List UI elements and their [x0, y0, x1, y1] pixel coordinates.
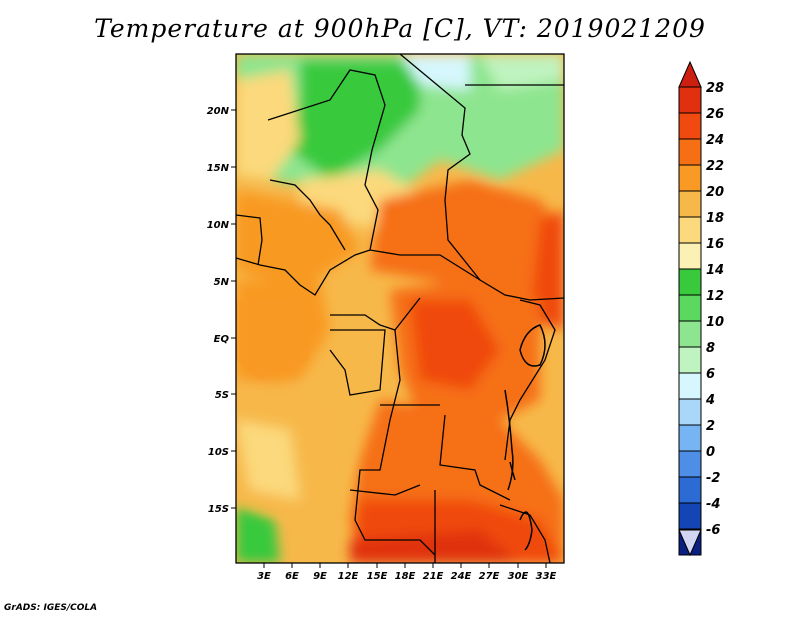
colorbar-label: -2: [706, 471, 720, 486]
lake-outlines: [504, 324, 546, 551]
colorbar-label: 26: [706, 107, 724, 122]
colorbar-label: 10: [706, 315, 724, 330]
colorbar-label: 2: [706, 419, 715, 434]
colorbar-cell: [678, 112, 702, 140]
country-borders: [236, 54, 564, 563]
lat-label: 5N: [214, 277, 230, 288]
lat-labels: 20N 15N 10N 5N EQ 5S 10S 15S: [207, 106, 230, 515]
colorbar-label: 24: [706, 133, 724, 148]
colorbar-label: -6: [706, 523, 720, 538]
plot-title: Temperature at 900hPa [C], VT: 201902120…: [94, 14, 706, 43]
lon-labels: 3E 6E 9E 12E 15E 18E 21E 24E 27E 30E 33E: [257, 571, 556, 582]
colorbar-label: 22: [706, 159, 724, 174]
software-credit: GrADS: IGES/COLA: [4, 603, 98, 613]
colorbar-cell: [678, 294, 702, 322]
colorbar-cell: [678, 320, 702, 348]
colorbar-over-arrow: [678, 60, 702, 88]
colorbar-cell: [678, 450, 702, 478]
lon-label: 30E: [508, 571, 529, 582]
colorbar-cell: [678, 398, 702, 426]
colorbar-label: 14: [706, 263, 724, 278]
lon-label: 6E: [285, 571, 299, 582]
lat-label: 15N: [207, 163, 230, 174]
colorbar-cell: [678, 372, 702, 400]
colorbar-label: 16: [706, 237, 724, 252]
lat-label: 5S: [215, 390, 229, 401]
colorbar-cells: [678, 86, 702, 556]
colorbar-cell: [678, 216, 702, 244]
lon-label: 9E: [313, 571, 327, 582]
lon-label: 21E: [423, 571, 444, 582]
colorbar-label: 28: [706, 81, 724, 96]
lat-label: 15S: [208, 504, 229, 515]
lat-ticks: [231, 109, 236, 509]
colorbar-label: -4: [706, 497, 720, 512]
lon-label: 33E: [536, 571, 557, 582]
lon-label: 18E: [395, 571, 416, 582]
colorbar-cell: [678, 138, 702, 166]
lon-label: 3E: [257, 571, 271, 582]
lon-ticks: [263, 563, 547, 568]
colorbar-cell: [678, 86, 702, 114]
colorbar-label: 0: [706, 445, 715, 460]
lon-label: 24E: [451, 571, 472, 582]
colorbar-cell: [678, 242, 702, 270]
colorbar-label: 6: [706, 367, 715, 382]
colorbar-label: 20: [706, 185, 724, 200]
lat-label: 10S: [208, 447, 229, 458]
colorbar-cell: [678, 164, 702, 192]
lon-label: 27E: [479, 571, 500, 582]
colorbar-cell: [678, 502, 702, 530]
lat-label: EQ: [214, 334, 230, 345]
colorbar-label: 4: [705, 393, 715, 408]
colorbar-cell: [678, 190, 702, 218]
colorbar-cell: [678, 268, 702, 296]
colorbar-label: 12: [706, 289, 724, 304]
colorbar-label: 8: [706, 341, 715, 356]
plot-frame: [235, 53, 565, 564]
colorbar-under-arrow: [678, 529, 702, 557]
colorbar-cell: [678, 346, 702, 374]
colorbar-cell: [678, 424, 702, 452]
temperature-field: [236, 54, 564, 563]
colorbar-cell: [678, 476, 702, 504]
lon-label: 15E: [367, 571, 388, 582]
lat-label: 10N: [207, 220, 230, 231]
lat-label: 20N: [207, 106, 230, 117]
lon-label: 12E: [338, 571, 359, 582]
colorbar-label: 18: [706, 211, 724, 226]
